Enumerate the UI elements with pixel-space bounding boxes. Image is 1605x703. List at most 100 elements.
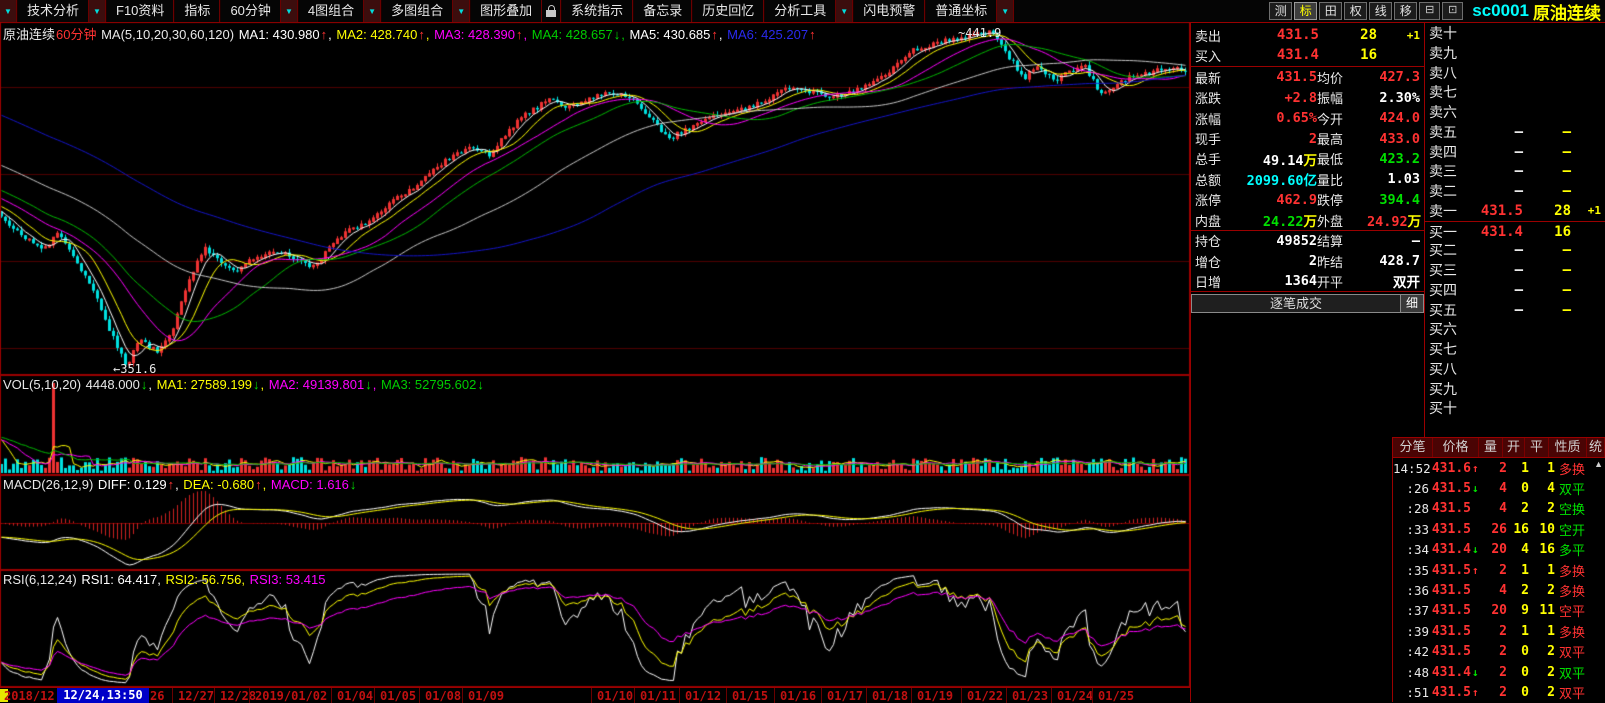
tick-nature: 空平 [1559, 604, 1586, 620]
book-row-买十[interactable]: 买十 [1425, 398, 1605, 418]
stat-value: 2099.60亿 [1245, 169, 1317, 189]
menu-item-系统指示[interactable]: 系统指示 [561, 0, 634, 22]
stat-value: 1364 [1245, 273, 1317, 289]
tick-table-header: 分笔 价格量开平性质统 [1393, 437, 1605, 458]
book-row-买二[interactable]: 买二 — — [1425, 240, 1605, 260]
detail-button[interactable]: 细 [1401, 294, 1424, 313]
book-row-买一[interactable]: 买一 431.4 16 [1425, 220, 1605, 241]
book-row-买六[interactable]: 买六 [1425, 319, 1605, 339]
book-row-卖七[interactable]: 卖七 [1425, 82, 1605, 102]
sep: , [372, 377, 377, 392]
tick-row[interactable]: 14:52 431.6 ↑ 2 1 1 多换 [1393, 458, 1605, 478]
kline-chart-canvas[interactable] [0, 22, 1190, 687]
dropdown-arrow-icon[interactable]: ▼ [997, 0, 1015, 22]
stat-value: 24.92万 [1367, 210, 1421, 230]
tick-price: 431.5 [1431, 623, 1471, 639]
book-level-label: 买五 [1429, 301, 1457, 318]
tick-volume: 4 [1499, 501, 1507, 517]
tick-col-header-开[interactable]: 开 [1503, 438, 1525, 457]
ma-arrow: ↑ [809, 27, 816, 42]
tick-row[interactable]: :36 431.5 4 2 2 多换 [1393, 580, 1605, 600]
axis-date-label: 01/25 [1098, 689, 1135, 703]
tool-button-权[interactable]: 权 [1344, 2, 1368, 20]
tick-row[interactable]: :26 431.5 ↓ 4 0 4 双平 [1393, 478, 1605, 498]
lock-icon[interactable] [542, 0, 562, 22]
book-row-卖四[interactable]: 卖四 — — [1425, 142, 1605, 162]
tick-row[interactable]: :34 431.4 ↓ 20 4 16 多平 [1393, 540, 1605, 560]
book-row-卖二[interactable]: 卖二 — — [1425, 181, 1605, 201]
tick-col-header-统[interactable]: 统 [1587, 438, 1605, 457]
rsi-panel-header: RSI(6,12,24) RSI1: 64.417, RSI2: 56.756,… [3, 572, 326, 587]
sep: , [718, 27, 723, 42]
tool-button-测[interactable]: 测 [1269, 2, 1293, 20]
menu-item-技术分析[interactable]: 技术分析 [17, 0, 90, 22]
tick-col-header-平[interactable]: 平 [1525, 438, 1549, 457]
book-row-卖三[interactable]: 卖三 — — [1425, 161, 1605, 181]
axis-tick [911, 688, 912, 703]
menu-item-4图组合[interactable]: 4图组合 [297, 0, 365, 22]
dropdown-arrow-icon[interactable]: ▼ [0, 0, 17, 22]
book-row-卖六[interactable]: 卖六 [1425, 102, 1605, 122]
menu-item-60分钟[interactable]: 60分钟 [220, 0, 281, 22]
window-next-icon[interactable]: ⊡ [1442, 2, 1464, 20]
book-row-卖八[interactable]: 卖八 [1425, 63, 1605, 83]
tool-button-线[interactable]: 线 [1369, 2, 1393, 20]
menu-item-F10资料[interactable]: F10资料 [106, 0, 175, 22]
stat-unit: 万 [1407, 214, 1422, 230]
book-row-卖九[interactable]: 卖九 [1425, 43, 1605, 63]
buy-quote-row[interactable]: 买入 431.4 16 [1191, 45, 1424, 65]
tool-button-标[interactable]: 标 [1294, 2, 1318, 20]
menu-item-备忘录[interactable]: 备忘录 [633, 0, 693, 22]
book-row-买九[interactable]: 买九 [1425, 379, 1605, 399]
tick-row[interactable]: :51 431.5 ↑ 2 0 2 双平 [1393, 682, 1605, 702]
stat-label: 外盘 [1317, 213, 1344, 229]
book-row-买四[interactable]: 买四 — — [1425, 280, 1605, 300]
tool-button-移[interactable]: 移 [1394, 2, 1418, 20]
menu-item-多图组合[interactable]: 多图组合 [381, 0, 454, 22]
stat-label: 内盘 [1195, 213, 1222, 229]
dropdown-arrow-icon[interactable]: ▼ [836, 0, 854, 22]
tick-row[interactable]: :39 431.5 2 1 1 多换 [1393, 621, 1605, 641]
tick-col-header-性质[interactable]: 性质 [1549, 438, 1587, 457]
dropdown-arrow-icon[interactable]: ▼ [280, 0, 298, 22]
book-row-买五[interactable]: 买五 — — [1425, 300, 1605, 320]
tick-row[interactable]: :35 431.5 ↑ 2 1 1 多换 [1393, 560, 1605, 580]
dropdown-arrow-icon[interactable]: ▼ [453, 0, 471, 22]
axis-date-label: 12/28 [220, 689, 257, 703]
menu-item-分析工具[interactable]: 分析工具 [764, 0, 837, 22]
tool-button-田[interactable]: 田 [1319, 2, 1343, 20]
book-row-卖十[interactable]: 卖十 [1425, 23, 1605, 43]
tick-col-header-价格[interactable]: 价格 [1433, 438, 1479, 457]
menu-item-历史回忆[interactable]: 历史回忆 [692, 0, 765, 22]
scroll-up-icon[interactable]: ▲ [1594, 459, 1603, 469]
tick-trade-tab[interactable]: 逐笔成交 [1191, 294, 1401, 313]
book-row-卖五[interactable]: 卖五 — — [1425, 122, 1605, 142]
tick-row[interactable]: :48 431.4 ↓ 2 0 2 双平 [1393, 662, 1605, 682]
divider-tick-left [1392, 437, 1393, 702]
dropdown-arrow-icon[interactable]: ▼ [364, 0, 382, 22]
menu-item-图形叠加[interactable]: 图形叠加 [470, 0, 543, 22]
sell-quote-row[interactable]: 卖出 431.5 28 +1 [1191, 25, 1424, 45]
book-row-买三[interactable]: 买三 — — [1425, 260, 1605, 280]
menu-item-闪电预警[interactable]: 闪电预警 [853, 0, 926, 22]
tick-col-header-量[interactable]: 量 [1479, 438, 1503, 457]
quote-row: 涨停 462.9 跌停 394.4 [1191, 190, 1424, 210]
tick-row[interactable]: :28 431.5 4 2 2 空换 [1393, 499, 1605, 519]
tick-row[interactable]: :42 431.5 2 0 2 双平 [1393, 642, 1605, 662]
vol-arrow: ↓ [140, 377, 148, 392]
axis-date-label: 01/23 [1012, 689, 1049, 703]
book-row-卖一[interactable]: 卖一 431.5 28 +1 [1425, 201, 1605, 221]
tick-open: 0 [1521, 664, 1529, 680]
axis-tick [961, 688, 962, 703]
tick-volume: 20 [1491, 542, 1507, 558]
tick-col-header-分笔[interactable]: 分笔 [1393, 438, 1433, 457]
book-row-买七[interactable]: 买七 [1425, 339, 1605, 359]
tick-row[interactable]: :33 431.5 26 16 10 空开 [1393, 519, 1605, 539]
book-row-买八[interactable]: 买八 [1425, 359, 1605, 379]
window-split-icon[interactable]: ⊟ [1419, 2, 1441, 20]
dropdown-arrow-icon[interactable]: ▼ [89, 0, 107, 22]
menu-item-指标[interactable]: 指标 [174, 0, 221, 22]
menu-item-普通坐标[interactable]: 普通坐标 [925, 0, 998, 22]
tick-row[interactable]: :37 431.5 20 9 11 空平 [1393, 601, 1605, 621]
date-axis[interactable]: 12/24,13:50 2018/12 26 12/27 12/28 2019/01/0… [0, 687, 1190, 703]
